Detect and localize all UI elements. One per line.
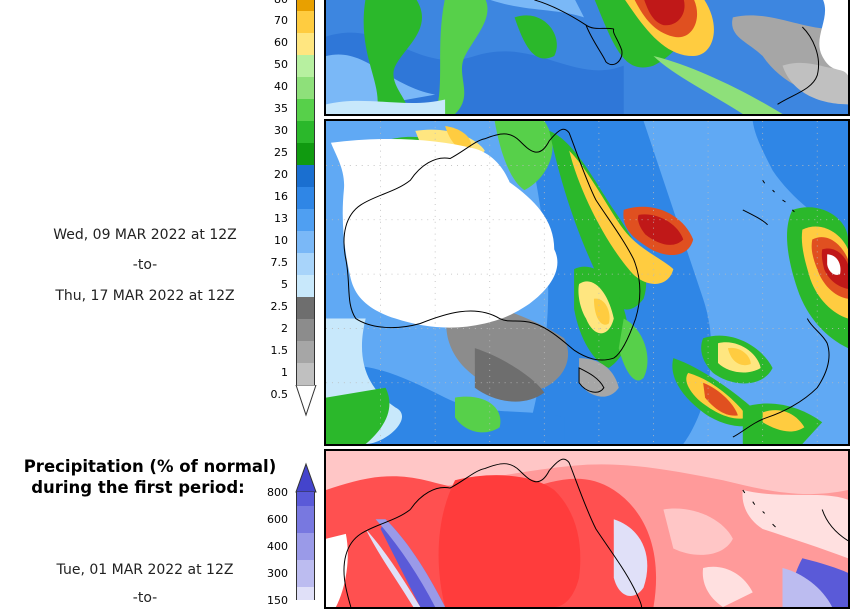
legend-swatch-2-5 xyxy=(296,297,315,319)
legend-swatch-300 xyxy=(296,560,315,587)
precip-map-top xyxy=(324,0,850,116)
precip-map-australia xyxy=(324,119,850,446)
legend-swatch-16 xyxy=(296,187,315,209)
precip-legend: 80 70 60 50 40 35 30 25 20 16 13 10 7.5 … xyxy=(0,0,320,420)
period1-date-separator: -to- xyxy=(132,257,158,273)
legend-tick: 70 xyxy=(274,14,288,27)
legend-swatch-20 xyxy=(296,165,315,187)
period1-end-date: Thu, 17 MAR 2022 at 12Z xyxy=(55,288,235,304)
legend-tick: 0.5 xyxy=(270,388,289,401)
legend-swatch-7-5 xyxy=(296,253,315,275)
legend-swatch-40 xyxy=(296,77,315,99)
legend-swatch-5 xyxy=(296,275,315,297)
legend-tick: 300 xyxy=(267,567,288,580)
period2-start-date: Tue, 01 MAR 2022 at 12Z xyxy=(56,562,234,578)
legend-swatch-80 xyxy=(296,0,315,11)
legend-tick: 80 xyxy=(258,0,288,6)
legend-swatch-150 xyxy=(296,587,315,600)
period1-start-date: Wed, 09 MAR 2022 at 12Z xyxy=(53,227,237,243)
legend-swatch-1 xyxy=(296,363,315,385)
pct-legend: 800 600 400 300 150 xyxy=(0,462,320,607)
legend-swatch-10 xyxy=(296,231,315,253)
legend-swatch-25 xyxy=(296,143,315,165)
legend-tick: 35 xyxy=(274,102,288,115)
legend-swatch-1-5 xyxy=(296,341,315,363)
legend-tick: 30 xyxy=(274,124,288,137)
pct-normal-title-line2: during the first period: xyxy=(31,478,245,497)
legend-swatch-13 xyxy=(296,209,315,231)
legend-tick: 40 xyxy=(274,80,288,93)
legend-tick: 2 xyxy=(281,322,288,335)
pct-normal-map-australia xyxy=(324,449,850,609)
legend-tick: 1 xyxy=(281,366,288,379)
legend-swatch-60 xyxy=(296,33,315,55)
legend-swatch-35 xyxy=(296,99,315,121)
legend-tick: 400 xyxy=(267,540,288,553)
legend-tick: 800 xyxy=(267,486,288,499)
period2-date-separator: -to- xyxy=(132,590,158,606)
legend-tick: 5 xyxy=(281,278,288,291)
legend-tick: 60 xyxy=(274,36,288,49)
legend-arrow-bottom xyxy=(295,385,317,417)
legend-tick: 13 xyxy=(274,212,288,225)
legend-swatch-30 xyxy=(296,121,315,143)
legend-tick: 20 xyxy=(274,168,288,181)
legend-tick: 600 xyxy=(267,513,288,526)
legend-swatch-800 xyxy=(296,492,315,506)
legend-tick: 16 xyxy=(274,190,288,203)
legend-tick: 50 xyxy=(274,58,288,71)
legend-swatch-400 xyxy=(296,533,315,560)
pct-normal-title-line1: Precipitation (% of normal) xyxy=(23,457,277,476)
legend-tick: 25 xyxy=(274,146,288,159)
legend-tick: 2.5 xyxy=(270,300,289,313)
legend-swatch-2 xyxy=(296,319,315,341)
legend-tick: 1.5 xyxy=(270,344,289,357)
legend-tick: 7.5 xyxy=(270,256,289,269)
gridlines xyxy=(326,121,848,444)
legend-arrow-top xyxy=(295,462,317,493)
legend-swatch-70 xyxy=(296,11,315,33)
legend-swatch-50 xyxy=(296,55,315,77)
legend-tick: 10 xyxy=(274,234,288,247)
legend-swatch-600 xyxy=(296,506,315,533)
